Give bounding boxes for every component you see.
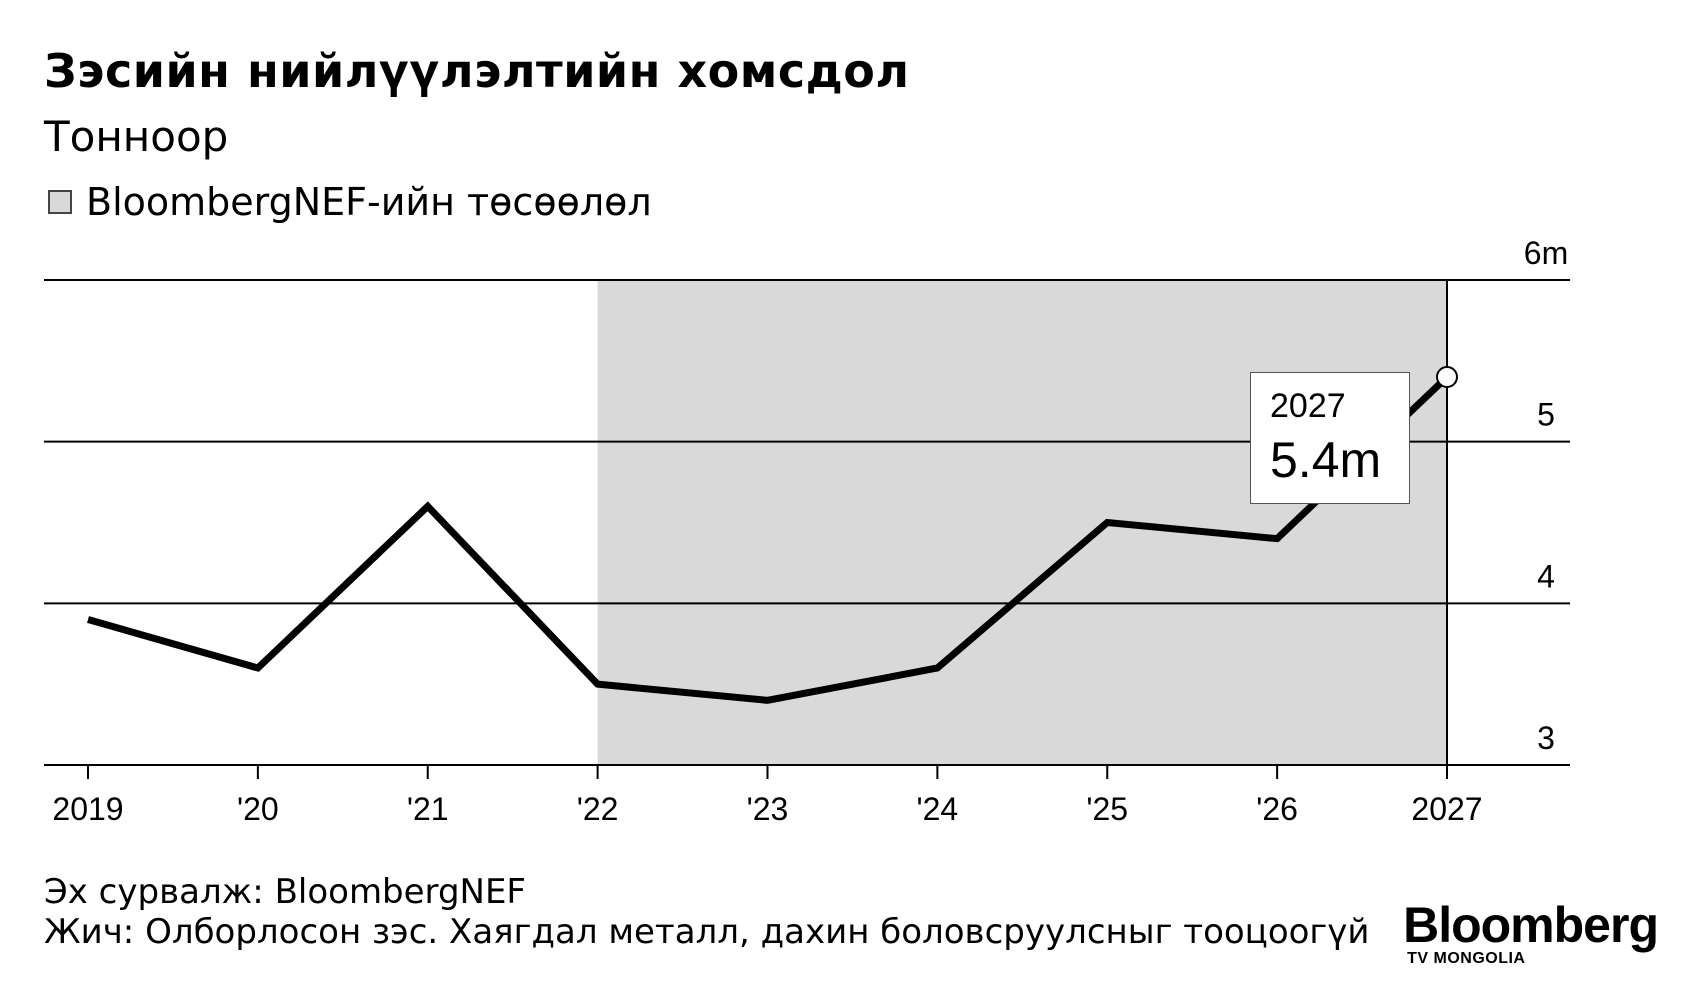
value-callout: 2027 5.4m: [1250, 372, 1410, 504]
brand-name: Bloomberg: [1403, 897, 1659, 953]
y-tick-label-6: 6m: [1524, 235, 1568, 271]
brand-subtitle: TV MONGOLIA: [1407, 950, 1526, 967]
callout-value: 5.4m: [1270, 432, 1382, 488]
x-tick-label-0: 2019: [52, 791, 123, 827]
y-tick-label-3: 3: [1537, 720, 1555, 756]
callout-year: 2027: [1270, 387, 1346, 425]
x-tick-label-1: '20: [237, 791, 279, 827]
x-tick-label-3: '22: [577, 791, 619, 827]
chart-subtitle: Тонноор: [44, 112, 229, 161]
end-point-marker: [1436, 366, 1458, 388]
y-tick-label-4: 4: [1537, 558, 1555, 594]
footnote: Жич: Олборлосон зэс. Хаягдал металл, дах…: [44, 912, 1370, 952]
x-tick-label-4: '23: [747, 791, 789, 827]
x-tick-label-7: '26: [1256, 791, 1298, 827]
legend: BloombergNEF-ийн төсөөлөл: [48, 180, 652, 224]
x-tick-label-2: '21: [407, 791, 449, 827]
x-tick-label-5: '24: [917, 791, 959, 827]
x-tick-label-8: 2027: [1411, 791, 1482, 827]
chart-title: Зэсийн нийлүүлэлтийн хомсдол: [44, 44, 910, 98]
legend-label: BloombergNEF-ийн төсөөлөл: [86, 180, 652, 224]
x-tick-label-6: '25: [1086, 791, 1128, 827]
source-note: Эх сурвалж: BloombergNEF: [44, 872, 526, 912]
series-line: [87, 374, 1450, 704]
brand-logo: Bloomberg TV MONGOLIA: [1403, 897, 1659, 968]
forecast-shading: [597, 280, 1447, 765]
y-tick-label-5: 5: [1537, 397, 1555, 433]
legend-swatch: [48, 190, 72, 214]
